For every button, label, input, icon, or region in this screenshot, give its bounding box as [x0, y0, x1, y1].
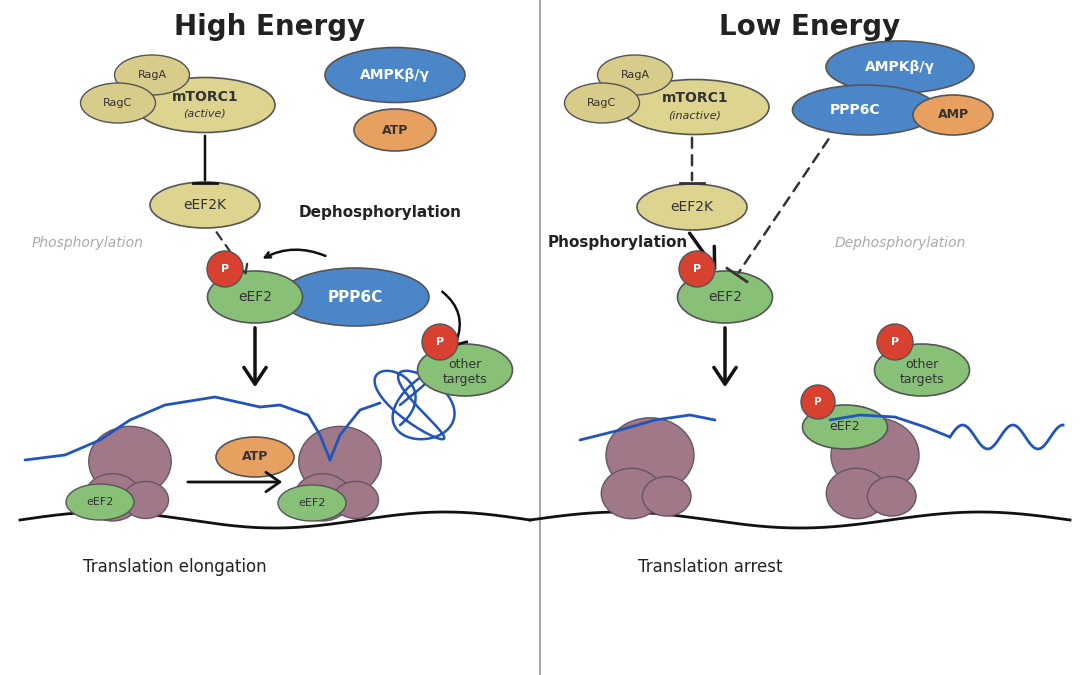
- Ellipse shape: [677, 271, 772, 323]
- Text: targets: targets: [900, 373, 944, 387]
- Ellipse shape: [325, 47, 465, 103]
- Ellipse shape: [333, 481, 378, 518]
- Text: targets: targets: [443, 373, 487, 387]
- Text: High Energy: High Energy: [174, 13, 366, 41]
- Ellipse shape: [354, 109, 436, 151]
- Ellipse shape: [875, 344, 970, 396]
- Ellipse shape: [295, 474, 351, 521]
- Ellipse shape: [299, 427, 381, 497]
- Ellipse shape: [207, 271, 302, 323]
- Ellipse shape: [913, 95, 993, 135]
- Text: mTORC1: mTORC1: [662, 91, 728, 105]
- Ellipse shape: [802, 405, 888, 449]
- Text: other: other: [448, 358, 482, 371]
- Text: AMP: AMP: [937, 109, 969, 121]
- Circle shape: [207, 251, 243, 287]
- Text: P: P: [814, 397, 822, 407]
- Text: P: P: [693, 264, 701, 274]
- Circle shape: [679, 251, 715, 287]
- Text: Dephosphorylation: Dephosphorylation: [298, 205, 461, 221]
- Ellipse shape: [621, 80, 769, 134]
- Ellipse shape: [418, 344, 513, 396]
- Ellipse shape: [123, 481, 168, 518]
- Text: (inactive): (inactive): [669, 110, 721, 120]
- Ellipse shape: [114, 55, 189, 95]
- Text: Phosphorylation: Phosphorylation: [548, 236, 688, 250]
- Ellipse shape: [606, 418, 694, 493]
- Text: Translation elongation: Translation elongation: [83, 558, 267, 576]
- Ellipse shape: [637, 184, 747, 230]
- Ellipse shape: [826, 41, 974, 93]
- Text: PPP6C: PPP6C: [829, 103, 880, 117]
- Text: Phosphorylation: Phosphorylation: [32, 236, 144, 250]
- Text: mTORC1: mTORC1: [172, 90, 239, 104]
- Text: eEF2: eEF2: [829, 421, 861, 433]
- Text: RagC: RagC: [104, 98, 133, 108]
- Text: RagA: RagA: [137, 70, 166, 80]
- Text: P: P: [221, 264, 229, 274]
- Circle shape: [877, 324, 913, 360]
- Text: eEF2: eEF2: [238, 290, 272, 304]
- Text: RagA: RagA: [620, 70, 649, 80]
- Ellipse shape: [565, 83, 639, 123]
- Circle shape: [422, 324, 458, 360]
- Ellipse shape: [281, 268, 429, 326]
- Text: eEF2K: eEF2K: [184, 198, 227, 212]
- Ellipse shape: [135, 78, 275, 132]
- Ellipse shape: [826, 468, 887, 518]
- Text: Low Energy: Low Energy: [719, 13, 901, 41]
- Text: Dephosphorylation: Dephosphorylation: [835, 236, 966, 250]
- Text: AMPKβ/γ: AMPKβ/γ: [360, 68, 430, 82]
- Text: Translation arrest: Translation arrest: [638, 558, 782, 576]
- Circle shape: [801, 385, 835, 419]
- Text: P: P: [891, 337, 899, 347]
- Text: eEF2: eEF2: [708, 290, 742, 304]
- Ellipse shape: [150, 182, 260, 228]
- Text: ATP: ATP: [242, 450, 268, 464]
- Text: eEF2: eEF2: [298, 498, 326, 508]
- Text: other: other: [905, 358, 939, 371]
- Ellipse shape: [831, 418, 919, 493]
- Ellipse shape: [643, 477, 691, 516]
- Ellipse shape: [278, 485, 346, 521]
- Ellipse shape: [216, 437, 294, 477]
- Ellipse shape: [81, 83, 156, 123]
- Text: RagC: RagC: [588, 98, 617, 108]
- Text: ATP: ATP: [382, 124, 408, 136]
- Ellipse shape: [84, 474, 141, 521]
- Text: P: P: [436, 337, 444, 347]
- Ellipse shape: [597, 55, 673, 95]
- Text: AMPKβ/γ: AMPKβ/γ: [865, 60, 935, 74]
- Text: (active): (active): [184, 109, 227, 119]
- Ellipse shape: [793, 85, 937, 135]
- Ellipse shape: [66, 484, 134, 520]
- Text: eEF2K: eEF2K: [671, 200, 714, 214]
- Ellipse shape: [89, 427, 172, 497]
- Ellipse shape: [867, 477, 916, 516]
- Text: PPP6C: PPP6C: [327, 290, 382, 304]
- Text: eEF2: eEF2: [86, 497, 113, 507]
- Ellipse shape: [602, 468, 662, 518]
